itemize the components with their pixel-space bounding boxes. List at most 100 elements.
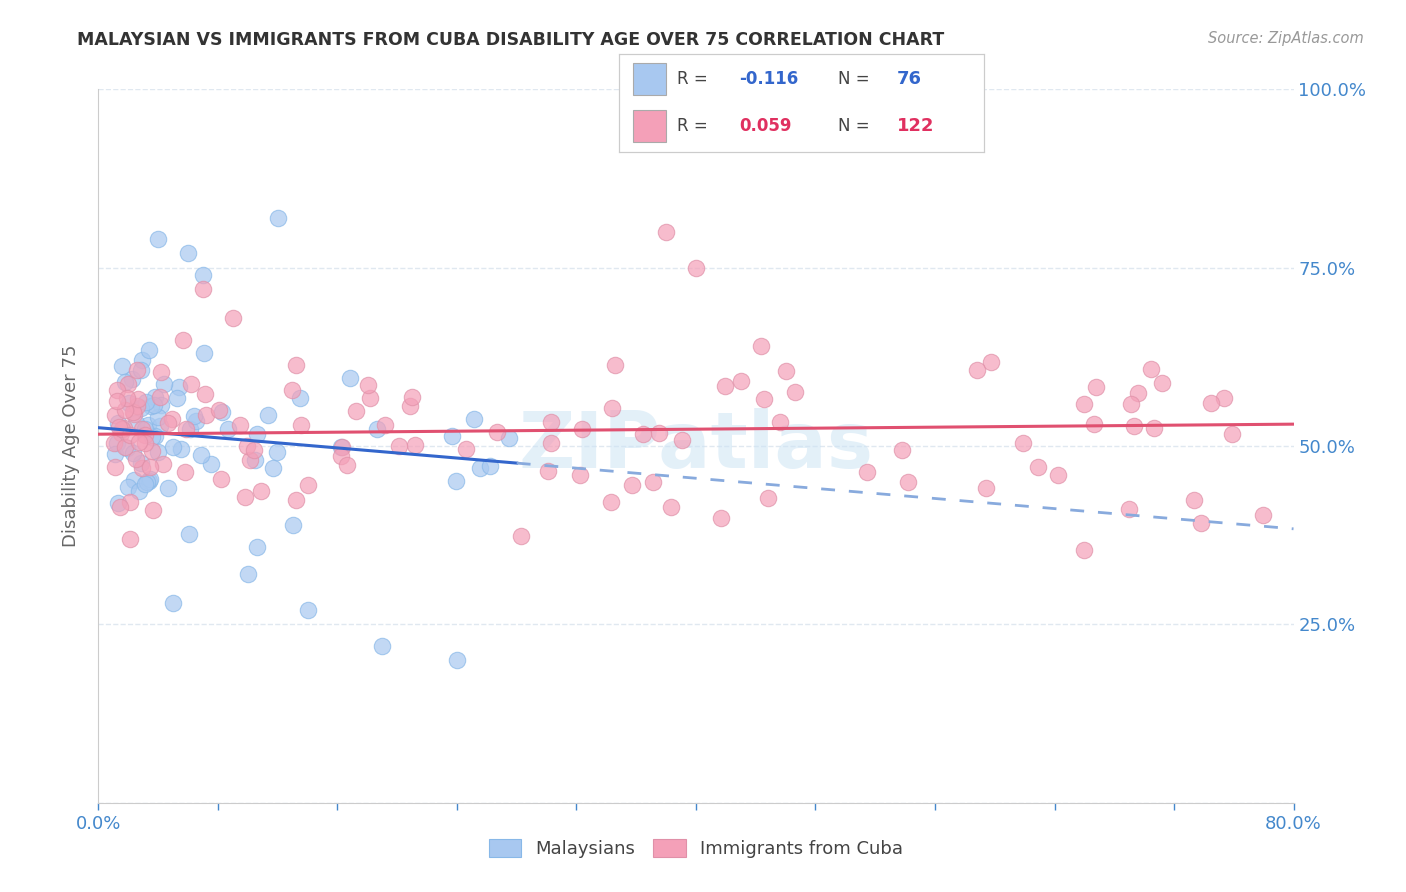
Point [285,493,308,508]
Y-axis label: Disability Age Over 75: Disability Age Over 75 [62,344,80,548]
Point [180,376,202,391]
Point [117,376,139,391]
Point [114,403,136,417]
Point [108,500,131,515]
Point [105,383,128,397]
Point [648,425,671,440]
Point [134,427,156,442]
Point [173,465,195,479]
Point [537,464,560,478]
Point [399,399,422,413]
Text: 122: 122 [897,117,934,135]
Text: R =: R = [678,117,713,135]
Point [104,408,127,422]
Bar [633,63,666,95]
Point [1143,421,1166,435]
Point [357,377,380,392]
Point [110,426,132,441]
Point [1119,396,1142,410]
Point [127,392,149,407]
Point [124,407,146,421]
Point [246,426,269,441]
Point [121,446,143,460]
Point [191,268,214,282]
Point [754,392,776,406]
Point [138,343,160,357]
Point [207,403,229,417]
Point [571,422,593,436]
Point [730,374,752,388]
Point [120,532,142,546]
Point [174,422,197,436]
Point [149,365,172,379]
Point [671,433,693,447]
Point [485,425,508,439]
Point [233,490,256,504]
Point [128,434,150,449]
Point [107,416,129,430]
Point [540,435,562,450]
Point [266,445,288,459]
Point [344,404,367,418]
Point [1073,397,1095,411]
Point [236,567,259,582]
Point [160,412,183,426]
Point [1083,417,1105,432]
Point [121,372,143,386]
Point [131,353,153,368]
Point [284,358,307,372]
Point [118,494,141,508]
Point [141,430,163,444]
Point [785,384,807,399]
Point [118,396,141,410]
Point [468,461,491,475]
Point [454,442,477,456]
Point [633,427,655,442]
Point [243,453,266,467]
Point [336,458,359,473]
Point [498,431,520,445]
Point [153,377,176,392]
Point [236,439,259,453]
Point [641,475,664,489]
Point [177,246,200,260]
Point [190,448,212,462]
Point [281,517,304,532]
Point [267,211,290,225]
Point [179,527,201,541]
Point [157,416,180,430]
Point [111,422,134,436]
Point [228,418,250,433]
Bar [633,111,666,142]
Point [290,418,312,433]
Point [125,400,148,414]
Point [603,358,626,372]
Point [134,436,156,450]
Point [1220,427,1243,442]
Point [141,443,163,458]
Point [569,467,592,482]
Point [142,503,165,517]
Point [366,421,388,435]
Point [139,460,162,475]
Point [1199,396,1222,410]
Point [1251,508,1274,523]
Point [104,460,127,475]
Point [131,421,153,435]
Point [980,355,1002,369]
Point [257,408,280,422]
Point [120,428,142,442]
Point [162,596,184,610]
Point [127,363,149,377]
Text: R =: R = [678,70,713,88]
Point [446,653,468,667]
Point [1182,493,1205,508]
Point [329,449,352,463]
Point [125,451,148,466]
Point [775,364,797,378]
Point [200,458,222,472]
Text: 0.059: 0.059 [740,117,792,135]
Point [401,390,423,404]
Point [280,383,302,397]
Point [478,459,501,474]
